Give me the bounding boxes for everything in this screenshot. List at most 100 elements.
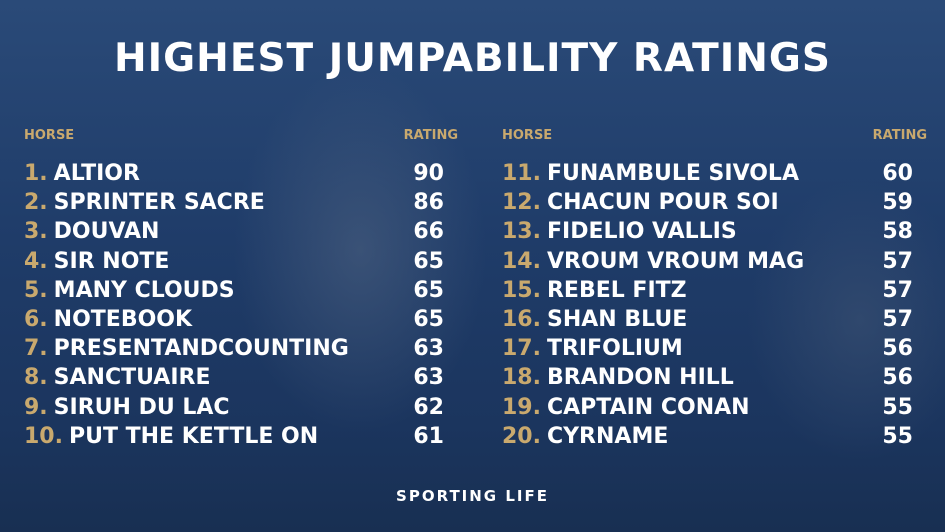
horse-name: SHAN BLUE bbox=[546, 306, 688, 332]
horse-cell: 9. SIRUH DU LAC bbox=[24, 393, 230, 422]
table-row: 10. PUT THE KETTLE ON 61 bbox=[24, 422, 444, 451]
rating: 86 bbox=[413, 190, 444, 216]
rank: 17. bbox=[502, 336, 541, 362]
rank: 4. bbox=[24, 248, 48, 274]
horse-cell: 6. NOTEBOOK bbox=[24, 305, 192, 334]
horse-name: FUNAMBULE SIVOLA bbox=[546, 161, 799, 186]
table-row: 9. SIRUH DU LAC 62 bbox=[24, 393, 444, 422]
rating: 60 bbox=[882, 161, 913, 186]
horse-name: BRANDON HILL bbox=[546, 365, 734, 391]
rank: 20. bbox=[502, 423, 541, 449]
table-row: 7. PRESENTANDCOUNTING 63 bbox=[24, 334, 444, 363]
rating: 57 bbox=[882, 306, 913, 332]
horse-cell: 16. SHAN BLUE bbox=[502, 305, 687, 334]
horse-cell: 13. FIDELIO VALLIS bbox=[502, 217, 737, 246]
rating: 59 bbox=[882, 190, 913, 216]
rating: 63 bbox=[413, 336, 444, 362]
rank: 3. bbox=[24, 219, 48, 245]
table-row: 15. REBEL FITZ 57 bbox=[502, 276, 913, 305]
rating: 57 bbox=[882, 277, 913, 303]
horse-name: TRIFOLIUM bbox=[546, 336, 683, 362]
rank: 10. bbox=[24, 423, 63, 449]
rank: 19. bbox=[502, 394, 541, 420]
horse-name: MANY CLOUDS bbox=[53, 277, 235, 303]
rating: 63 bbox=[413, 365, 444, 391]
brand-logo: SPORTING LIFE bbox=[396, 487, 549, 505]
rank: 2. bbox=[24, 190, 48, 216]
rank: 18. bbox=[502, 365, 541, 391]
table-row: 19. CAPTAIN CONAN 55 bbox=[502, 393, 913, 422]
horse-name: SIR NOTE bbox=[53, 248, 170, 274]
horse-name: SANCTUAIRE bbox=[53, 365, 211, 391]
rank: 11. bbox=[502, 161, 541, 186]
horse-cell: 17. TRIFOLIUM bbox=[502, 334, 683, 363]
rating: 65 bbox=[413, 277, 444, 303]
horse-name: CHACUN POUR SOI bbox=[546, 190, 779, 216]
rating: 58 bbox=[882, 219, 913, 245]
column-header: HORSE RATING bbox=[24, 127, 458, 159]
horse-cell: 19. CAPTAIN CONAN bbox=[502, 393, 750, 422]
rating: 55 bbox=[882, 394, 913, 420]
rating: 66 bbox=[413, 219, 444, 245]
horse-name: DOUVAN bbox=[53, 219, 160, 245]
table-row: 2. SPRINTER SACRE 86 bbox=[24, 188, 444, 217]
column-header: HORSE RATING bbox=[502, 127, 927, 159]
horse-name: SIRUH DU LAC bbox=[53, 394, 230, 420]
table-row: 5. MANY CLOUDS 65 bbox=[24, 276, 444, 305]
rank: 1. bbox=[24, 161, 48, 186]
rating: 65 bbox=[413, 306, 444, 332]
horse-cell: 1. ALTIOR bbox=[24, 159, 140, 188]
rating: 90 bbox=[413, 161, 444, 186]
ratings-column-right: HORSE RATING 11. FUNAMBULE SIVOLA 60 12. CHA… bbox=[502, 127, 927, 451]
table-row: 3. DOUVAN 66 bbox=[24, 217, 444, 246]
table-row: 20. CYRNAME 55 bbox=[502, 422, 913, 451]
ratings-column-left: HORSE RATING 1. ALTIOR 90 2. SPRINTER SACRE 8… bbox=[24, 127, 458, 451]
table-row: 16. SHAN BLUE 57 bbox=[502, 305, 913, 334]
table-row: 18. BRANDON HILL 56 bbox=[502, 363, 913, 392]
rating: 55 bbox=[882, 423, 913, 449]
rank: 6. bbox=[24, 306, 48, 332]
table-row: 1. ALTIOR 90 bbox=[24, 159, 444, 188]
horse-name: CAPTAIN CONAN bbox=[546, 394, 750, 420]
horse-cell: 12. CHACUN POUR SOI bbox=[502, 188, 779, 217]
table-row: 17. TRIFOLIUM 56 bbox=[502, 334, 913, 363]
horse-name: PUT THE KETTLE ON bbox=[68, 423, 319, 449]
horse-name: VROUM VROUM MAG bbox=[546, 248, 805, 274]
table-row: 8. SANCTUAIRE 63 bbox=[24, 363, 444, 392]
table-row: 6. NOTEBOOK 65 bbox=[24, 305, 444, 334]
rating: 61 bbox=[413, 423, 444, 449]
horse-name: PRESENTANDCOUNTING bbox=[53, 336, 349, 362]
rating-header: RATING bbox=[872, 128, 927, 143]
horse-cell: 11. FUNAMBULE SIVOLA bbox=[502, 159, 799, 188]
horse-cell: 18. BRANDON HILL bbox=[502, 363, 734, 392]
rating: 57 bbox=[882, 248, 913, 274]
table-row: 4. SIR NOTE 65 bbox=[24, 247, 444, 276]
rating: 56 bbox=[882, 336, 913, 362]
horse-header: HORSE bbox=[502, 128, 553, 143]
horse-header: HORSE bbox=[24, 128, 75, 143]
horse-cell: 8. SANCTUAIRE bbox=[24, 363, 210, 392]
rank: 8. bbox=[24, 365, 48, 391]
horse-cell: 15. REBEL FITZ bbox=[502, 276, 687, 305]
horse-name: NOTEBOOK bbox=[53, 306, 193, 332]
horse-cell: 7. PRESENTANDCOUNTING bbox=[24, 334, 349, 363]
rank: 13. bbox=[502, 219, 541, 245]
table-row: 12. CHACUN POUR SOI 59 bbox=[502, 188, 913, 217]
horse-cell: 14. VROUM VROUM MAG bbox=[502, 247, 804, 276]
horse-cell: 2. SPRINTER SACRE bbox=[24, 188, 265, 217]
rank: 7. bbox=[24, 336, 48, 362]
rank: 16. bbox=[502, 306, 541, 332]
rank: 9. bbox=[24, 394, 48, 420]
horse-name: REBEL FITZ bbox=[546, 277, 687, 303]
page-title: HIGHEST JUMPABILITY RATINGS bbox=[114, 36, 831, 81]
table-row: 13. FIDELIO VALLIS 58 bbox=[502, 217, 913, 246]
rating: 65 bbox=[413, 248, 444, 274]
rank: 14. bbox=[502, 248, 541, 274]
horse-cell: 3. DOUVAN bbox=[24, 217, 159, 246]
horse-name: FIDELIO VALLIS bbox=[546, 219, 737, 245]
horse-cell: 20. CYRNAME bbox=[502, 422, 668, 451]
table-row: 11. FUNAMBULE SIVOLA 60 bbox=[502, 159, 913, 188]
rank: 12. bbox=[502, 190, 541, 216]
horse-name: SPRINTER SACRE bbox=[53, 190, 265, 216]
